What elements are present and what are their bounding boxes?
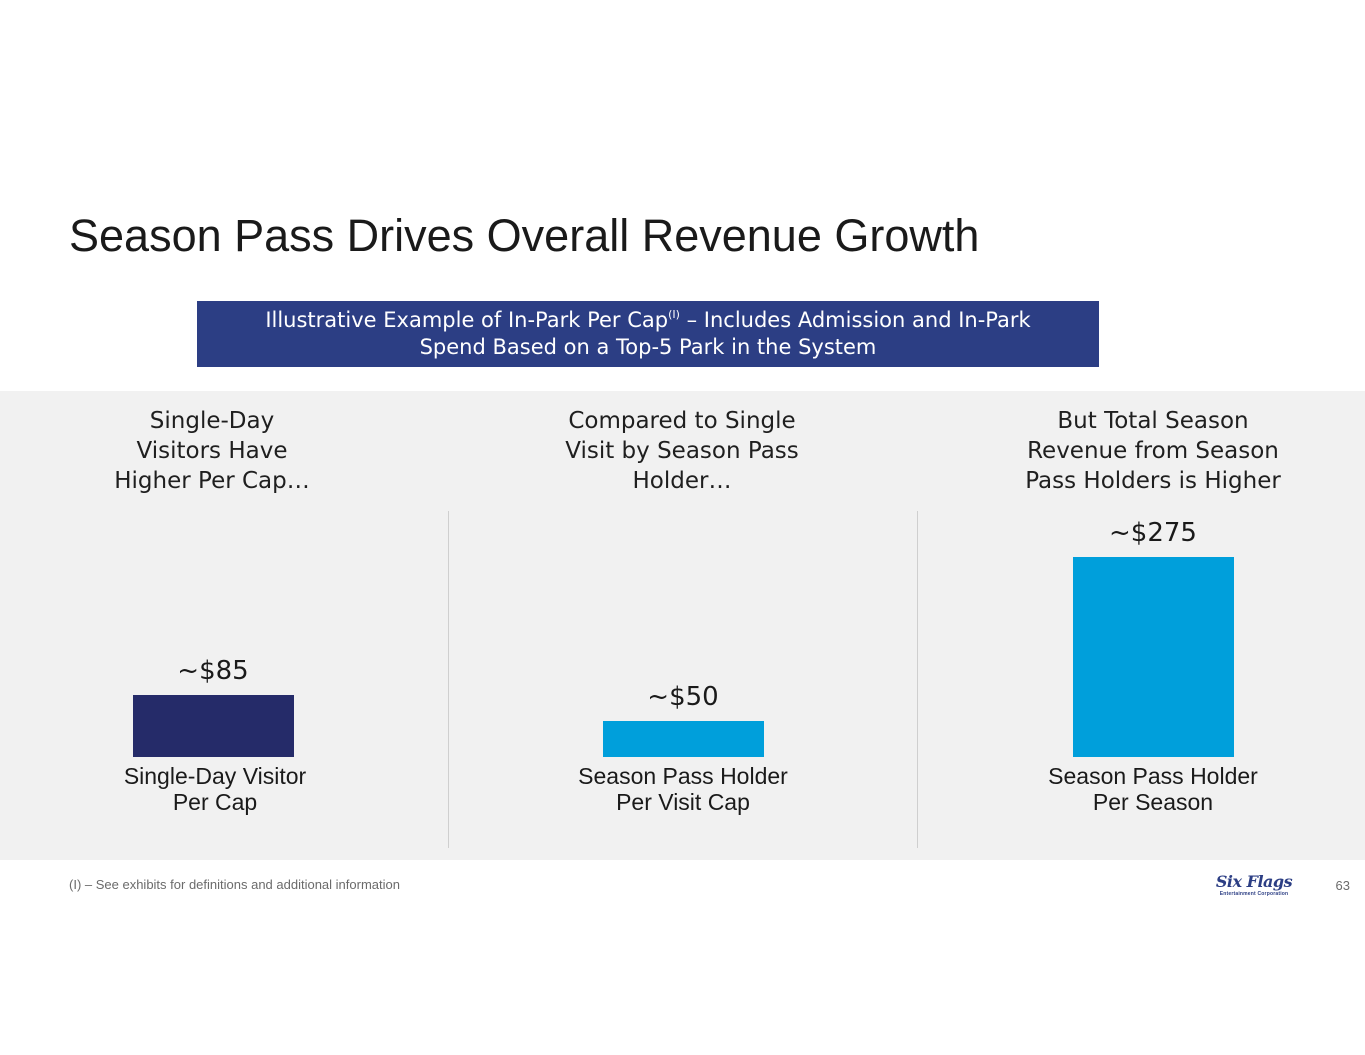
banner-line-1-text-end: – Includes Admission and In-Park: [679, 308, 1031, 332]
chart-subtitle-banner: Illustrative Example of In-Park Per Cap(…: [197, 301, 1099, 367]
column-heading-line: Visitors Have: [136, 438, 288, 464]
column-divider: [448, 511, 449, 848]
column-heading-line: Higher Per Cap…: [114, 468, 310, 494]
bar-single-day-visitor: [132, 695, 294, 757]
bar-value-label: ~$85: [177, 656, 249, 686]
logo-wordmark: Six Flags: [1215, 872, 1293, 891]
chart-panel: Single-Day Visitors Have Higher Per Cap……: [0, 391, 1365, 860]
category-label: Season Pass Holder Per Season: [1023, 763, 1283, 815]
category-label: Season Pass Holder Per Visit Cap: [553, 763, 813, 815]
column-heading-line: Compared to Single: [568, 408, 796, 434]
column-heading-line: Visit by Season Pass: [565, 438, 799, 464]
column-heading-line: Single-Day: [149, 408, 275, 434]
banner-line-1-text: Illustrative Example of In-Park Per Cap: [265, 308, 669, 332]
bar-season-pass-per-season: [1072, 557, 1234, 757]
category-label-line: Season Pass Holder: [1048, 763, 1258, 789]
column-divider: [917, 511, 918, 848]
category-label-line: Per Cap: [172, 789, 258, 815]
category-label: Single-Day Visitor Per Cap: [85, 763, 345, 815]
page-number: 63: [1335, 878, 1350, 893]
slide-title: Season Pass Drives Overall Revenue Growt…: [69, 210, 980, 261]
column-heading: Single-Day Visitors Have Higher Per Cap…: [62, 406, 362, 496]
logo-tagline: Entertainment Corporation: [1219, 891, 1289, 897]
category-label-line: Per Season: [1092, 789, 1214, 815]
column-heading-line: But Total Season: [1057, 408, 1249, 434]
footnote-marker: (I): [668, 308, 680, 321]
banner-line-2: Spend Based on a Top-5 Park in the Syste…: [419, 335, 877, 359]
bar-value-label: ~$275: [1109, 518, 1197, 548]
column-heading-line: Holder…: [632, 468, 732, 494]
category-label-line: Season Pass Holder: [578, 763, 788, 789]
six-flags-logo: Six Flags Entertainment Corporation: [1209, 874, 1299, 897]
column-heading: But Total Season Revenue from Season Pas…: [1003, 406, 1303, 496]
footnote: (I) – See exhibits for definitions and a…: [69, 877, 400, 892]
category-label-line: Single-Day Visitor: [123, 763, 307, 789]
bar-value-label: ~$50: [647, 682, 719, 712]
column-heading-line: Revenue from Season: [1027, 438, 1279, 464]
bar-season-pass-per-visit: [602, 721, 764, 757]
banner-line-1: Illustrative Example of In-Park Per Cap(…: [197, 307, 1099, 334]
category-label-line: Per Visit Cap: [616, 789, 750, 815]
column-heading: Compared to Single Visit by Season Pass …: [532, 406, 832, 496]
column-heading-line: Pass Holders is Higher: [1025, 468, 1281, 494]
